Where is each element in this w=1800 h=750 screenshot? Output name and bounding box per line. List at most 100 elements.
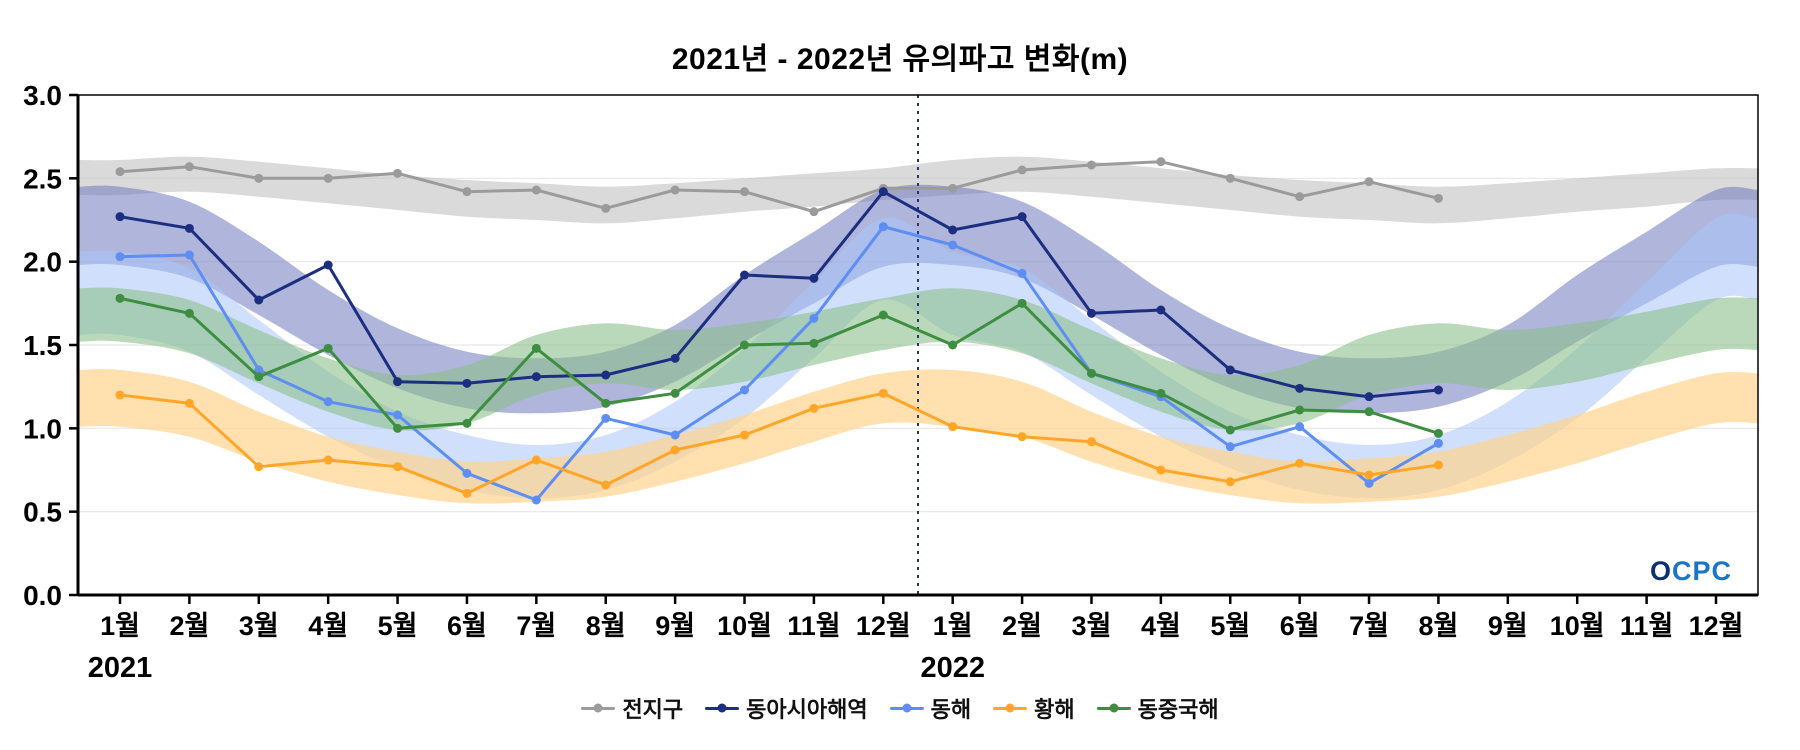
data-point [1295, 383, 1305, 393]
data-point [462, 488, 472, 498]
data-point [878, 187, 888, 197]
data-point [184, 250, 194, 260]
data-point [531, 372, 541, 382]
legend-marker-dot [1005, 703, 1015, 713]
data-point [115, 252, 125, 262]
x-axis-label: 2월 [169, 611, 209, 641]
y-axis-label: 2.0 [23, 247, 62, 278]
ocpc-logo: OCPC [1650, 556, 1732, 587]
data-point [1364, 407, 1374, 417]
data-point [115, 390, 125, 400]
data-point [1225, 442, 1235, 452]
data-point [323, 397, 333, 407]
x-axis-label: 1월 [100, 611, 140, 641]
year-label: 2021 [88, 652, 153, 684]
data-point [1225, 173, 1235, 183]
data-point [740, 430, 750, 440]
legend-marker-dot [902, 703, 912, 713]
x-axis-label: 9월 [655, 611, 695, 641]
data-point [184, 162, 194, 172]
y-axis-label: 2.5 [23, 163, 62, 194]
data-point [393, 377, 403, 387]
x-axis-label: 11월 [1620, 611, 1673, 641]
data-point [254, 365, 264, 375]
data-point [1017, 298, 1027, 308]
data-point [254, 372, 264, 382]
data-point [1364, 478, 1374, 488]
data-point [1364, 177, 1374, 187]
data-point [1433, 385, 1443, 395]
data-point [670, 185, 680, 195]
data-point [948, 422, 958, 432]
data-point [809, 338, 819, 348]
data-point [948, 225, 958, 235]
data-point [1433, 460, 1443, 470]
x-axis-label: 9월 [1488, 611, 1528, 641]
legend-marker [1096, 703, 1131, 713]
data-point [670, 388, 680, 398]
chart-title: 2021년 - 2022년 유의파고 변화(m) [671, 43, 1129, 76]
data-point [1156, 305, 1166, 315]
data-point [1225, 365, 1235, 375]
data-point [740, 385, 750, 395]
legend-item-0: 전지구 [581, 692, 683, 724]
data-line [118, 160, 1440, 214]
data-point [1017, 432, 1027, 442]
data-point [184, 223, 194, 233]
data-point [1086, 368, 1096, 378]
confidence-band [78, 213, 1758, 499]
legend-marker [705, 703, 740, 713]
x-axis-label: 12월 [856, 611, 911, 641]
data-point [1295, 422, 1305, 432]
legend-marker [581, 703, 616, 713]
data-point [601, 398, 611, 408]
data-point [601, 413, 611, 423]
x-axis-label: 6월 [1280, 611, 1320, 641]
data-point [1433, 428, 1443, 438]
data-point [1156, 388, 1166, 398]
data-point [115, 167, 125, 177]
x-axis-label: 6월 [447, 611, 487, 641]
data-point [948, 340, 958, 350]
data-point [740, 270, 750, 280]
legend-label: 동아시아해역 [746, 697, 868, 722]
legend-item-2: 동해 [889, 692, 971, 724]
y-axis-label: 1.0 [23, 413, 62, 444]
data-point [740, 187, 750, 197]
x-axis-label: 10월 [717, 611, 772, 641]
data-point [878, 310, 888, 320]
data-point [323, 455, 333, 465]
data-point [670, 445, 680, 455]
x-axis-label: 7월 [1349, 611, 1389, 641]
data-point [323, 343, 333, 353]
x-axis-label: 7월 [516, 611, 556, 641]
data-point [115, 212, 125, 222]
x-axis-label: 5월 [378, 611, 418, 641]
legend-marker-dot [593, 703, 603, 713]
data-point [878, 388, 888, 398]
confidence-band [78, 287, 1758, 431]
x-axis-label: 1월 [933, 611, 973, 641]
data-point [1156, 157, 1166, 167]
ocpc-logo-text: OCPC [1650, 556, 1733, 586]
data-point [601, 370, 611, 380]
data-point [393, 410, 403, 420]
data-point [1017, 212, 1027, 222]
data-point [948, 240, 958, 250]
y-axis-label: 1.5 [23, 330, 62, 361]
data-point [184, 308, 194, 318]
data-point [393, 168, 403, 178]
chart-legend: 전지구 동아시아해역 동해 황해 동중국해 [0, 692, 1800, 724]
legend-marker-dot [1109, 703, 1119, 713]
data-point [670, 430, 680, 440]
data-point [393, 423, 403, 433]
data-line [118, 391, 1440, 495]
data-point [462, 468, 472, 478]
data-point [740, 340, 750, 350]
data-point [531, 343, 541, 353]
data-point [1433, 438, 1443, 448]
legend-marker [993, 703, 1028, 713]
y-axis-label: 3.0 [23, 80, 62, 111]
